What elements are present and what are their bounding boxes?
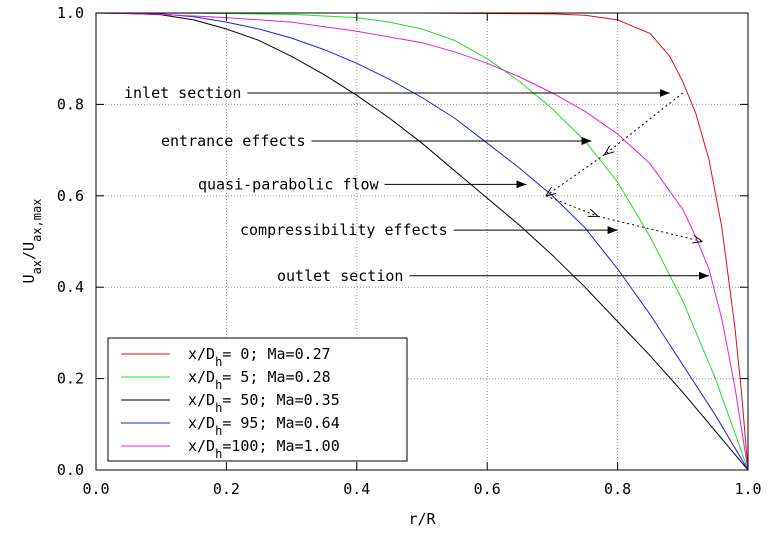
x-tick-labels: 0.0 0.2 0.4 0.6 0.8 1.0 (82, 480, 761, 498)
plot-frame (95, 12, 749, 471)
y-tick-label: 0.2 (57, 370, 84, 388)
x-tick-label: 0.2 (213, 480, 240, 498)
series-line-3 (96, 13, 748, 470)
legend: x/Dh= 0; Ma=0.27x/Dh= 5; Ma=0.28x/Dh= 50… (107, 337, 408, 462)
x-tick-label: 0.0 (82, 480, 109, 498)
dotted-arrow (546, 154, 605, 196)
grid-lines (96, 13, 748, 470)
x-tick-label: 1.0 (734, 480, 761, 498)
y-axis-label: Uax/Uax,max (20, 199, 44, 284)
dotted-path-group (545, 92, 702, 242)
legend-label: x/Dh= 95; Ma=0.64 (188, 414, 340, 438)
x-axis-label: r/R (408, 510, 436, 528)
annotation-label: quasi-parabolic flow (198, 175, 380, 193)
y-tick-label: 0.0 (57, 461, 84, 479)
legend-label: x/Dh= 50; Ma=0.35 (188, 391, 340, 415)
x-tick-label: 0.4 (343, 480, 370, 498)
annotation-label: entrance effects (161, 132, 306, 150)
y-tick-label: 0.8 (57, 95, 84, 113)
annotation-label: outlet section (277, 267, 403, 285)
series-line-2 (96, 13, 748, 470)
legend-label: x/Dh=100; Ma=1.00 (188, 437, 340, 461)
series-line-0 (96, 13, 748, 470)
y-tick-label: 0.6 (57, 187, 84, 205)
legend-label: x/Dh= 0; Ma=0.27 (188, 345, 331, 369)
annotation-label: inlet section (124, 84, 241, 102)
x-tick-label: 0.8 (604, 480, 631, 498)
y-tick-label: 0.4 (57, 278, 84, 296)
tick-marks (95, 12, 749, 471)
dotted-arrow (545, 195, 598, 217)
legend-label: x/Dh= 5; Ma=0.28 (188, 368, 331, 392)
y-tick-label: 1.0 (57, 4, 84, 22)
dotted-arrow (605, 92, 684, 155)
x-tick-label: 0.6 (474, 480, 501, 498)
annotations-group: inlet section entrance effects quasi-parab… (124, 84, 709, 285)
annotation-label: compressibility effects (240, 221, 448, 239)
series-group (96, 13, 748, 470)
y-tick-labels: 0.0 0.2 0.4 0.6 0.8 1.0 (57, 4, 84, 479)
